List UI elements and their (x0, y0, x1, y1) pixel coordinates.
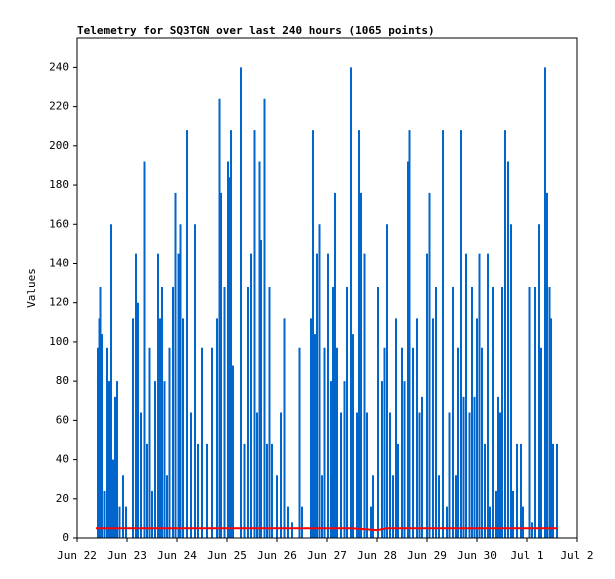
y-tick-label: 40 (56, 453, 69, 466)
y-tick-label: 80 (56, 374, 69, 387)
x-tick-label: Jun 30 (457, 549, 497, 562)
y-tick-label: 0 (62, 531, 69, 544)
x-tick-label: Jul 1 (510, 549, 543, 562)
x-tick-label: Jun 25 (207, 549, 247, 562)
plot-frame (76, 37, 578, 539)
x-tick-label: Jun 29 (407, 549, 447, 562)
y-axis-label: Values (25, 268, 38, 308)
x-tick-label: Jun 27 (307, 549, 347, 562)
x-tick-label: Jun 26 (257, 549, 297, 562)
y-tick-label: 20 (56, 492, 69, 505)
y-tick-label: 120 (49, 296, 69, 309)
x-tick-label: Jun 28 (357, 549, 397, 562)
y-tick-label: 200 (49, 139, 69, 152)
chart-title: Telemetry for SQ3TGN over last 240 hours… (77, 24, 435, 37)
series-line (96, 527, 558, 532)
y-tick-label: 180 (49, 178, 69, 191)
x-tick-label: Jun 24 (157, 549, 197, 562)
x-tick-label: Jul 2 (560, 549, 593, 562)
x-tick-label: Jun 22 (57, 549, 97, 562)
y-tick-label: 100 (49, 335, 69, 348)
y-tick-label: 140 (49, 256, 69, 269)
y-tick-label: 60 (56, 413, 69, 426)
y-tick-label: 220 (49, 100, 69, 113)
x-tick-label: Jun 23 (107, 549, 147, 562)
y-tick-label: 240 (49, 60, 69, 73)
y-tick-label: 160 (49, 217, 69, 230)
